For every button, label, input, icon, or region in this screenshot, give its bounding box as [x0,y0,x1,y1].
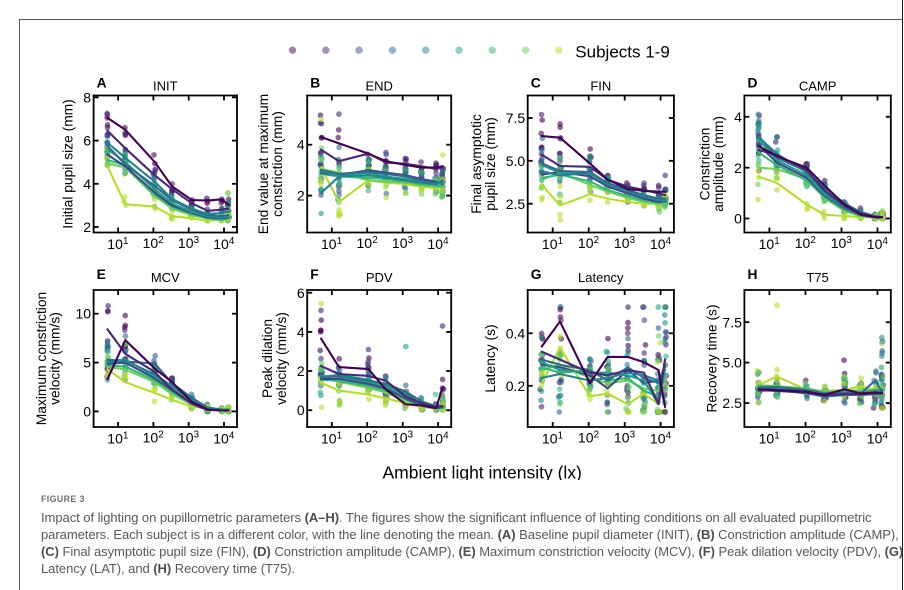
svg-text:0.4: 0.4 [506,325,526,341]
svg-text:5: 5 [83,355,91,371]
svg-text:103: 103 [614,235,636,251]
svg-text:104: 104 [867,430,889,446]
svg-text:101: 101 [759,236,780,252]
svg-text:C: C [531,75,541,90]
svg-text:2: 2 [297,188,305,204]
svg-text:103: 103 [178,235,200,251]
svg-text:103: 103 [614,429,636,445]
svg-text:101: 101 [107,236,128,252]
svg-text:102: 102 [357,235,378,251]
svg-text:104: 104 [427,236,449,252]
svg-text:101: 101 [542,236,563,252]
svg-text:103: 103 [392,235,414,251]
svg-text:0: 0 [297,402,305,418]
svg-text:Recovery time (s): Recovery time (s) [705,304,720,412]
svg-text:4: 4 [297,324,305,340]
svg-text:END: END [365,79,392,94]
svg-text:102: 102 [143,235,164,251]
svg-text:4: 4 [734,109,742,125]
svg-text:constriction (mm): constriction (mm) [270,111,285,217]
svg-text:104: 104 [427,430,449,446]
svg-text:D: D [748,75,758,90]
svg-text:102: 102 [357,429,378,445]
svg-text:7.5: 7.5 [506,110,526,126]
svg-text:FIN: FIN [590,79,611,94]
svg-text:0: 0 [734,211,742,227]
svg-text:Ambient light intensity (lx): Ambient light intensity (lx) [383,462,582,480]
svg-text:103: 103 [178,429,200,445]
svg-text:Constriction: Constriction [697,128,712,201]
svg-text:pupil size (mm): pupil size (mm) [483,117,498,211]
svg-text:velocity (mm/s): velocity (mm/s) [274,312,289,405]
svg-text:Maximum constriction: Maximum constriction [34,292,49,425]
svg-text:E: E [97,267,106,282]
svg-text:Final asymptotic: Final asymptotic [469,114,484,214]
svg-text:A: A [97,75,107,90]
svg-text:Subjects 1-9: Subjects 1-9 [575,43,670,62]
svg-text:0: 0 [83,404,91,420]
svg-text:104: 104 [213,430,235,446]
svg-text:104: 104 [867,236,889,252]
svg-text:5.0: 5.0 [722,355,742,371]
svg-text:2: 2 [734,160,742,176]
svg-text:6: 6 [83,133,91,149]
svg-text:104: 104 [213,236,235,252]
svg-text:104: 104 [650,430,672,446]
svg-text:velocity (mm/s): velocity (mm/s) [48,312,63,405]
svg-text:101: 101 [321,236,342,252]
svg-text:10: 10 [76,306,92,322]
svg-text:6: 6 [297,285,305,301]
svg-text:102: 102 [143,429,164,445]
svg-text:F: F [310,267,318,282]
svg-text:101: 101 [759,430,780,446]
svg-text:T75: T75 [806,270,828,285]
svg-text:4: 4 [297,137,305,153]
svg-text:8: 8 [83,90,91,106]
svg-text:104: 104 [650,236,672,252]
svg-text:2: 2 [297,363,305,379]
svg-text:102: 102 [578,235,599,251]
svg-text:103: 103 [831,235,853,251]
svg-text:G: G [531,267,542,282]
svg-text:B: B [310,75,320,90]
svg-text:5.0: 5.0 [506,153,526,169]
svg-text:102: 102 [795,235,816,251]
svg-text:0.2: 0.2 [506,378,526,394]
svg-text:2: 2 [83,219,91,235]
svg-text:7.5: 7.5 [722,314,742,330]
svg-text:Latency (s): Latency (s) [483,324,498,392]
svg-text:End value at maximum: End value at maximum [256,94,271,234]
svg-text:H: H [748,267,758,282]
svg-text:INIT: INIT [153,79,178,94]
svg-text:101: 101 [107,430,128,446]
svg-text:103: 103 [392,429,414,445]
svg-text:CAMP: CAMP [799,79,837,94]
svg-text:amplitude (mm): amplitude (mm) [711,116,726,212]
svg-text:2.5: 2.5 [722,395,742,411]
svg-text:102: 102 [578,429,599,445]
svg-text:Peak dilation: Peak dilation [260,319,275,398]
svg-text:MCV: MCV [151,270,180,285]
svg-text:Initial pupil size (mm): Initial pupil size (mm) [61,99,76,229]
svg-text:4: 4 [83,176,91,192]
svg-text:PDV: PDV [366,270,393,285]
svg-text:101: 101 [542,430,563,446]
svg-text:Latency: Latency [578,270,624,285]
svg-text:103: 103 [831,429,853,445]
svg-text:2.5: 2.5 [506,196,526,212]
svg-text:101: 101 [321,430,342,446]
svg-text:102: 102 [795,429,816,445]
